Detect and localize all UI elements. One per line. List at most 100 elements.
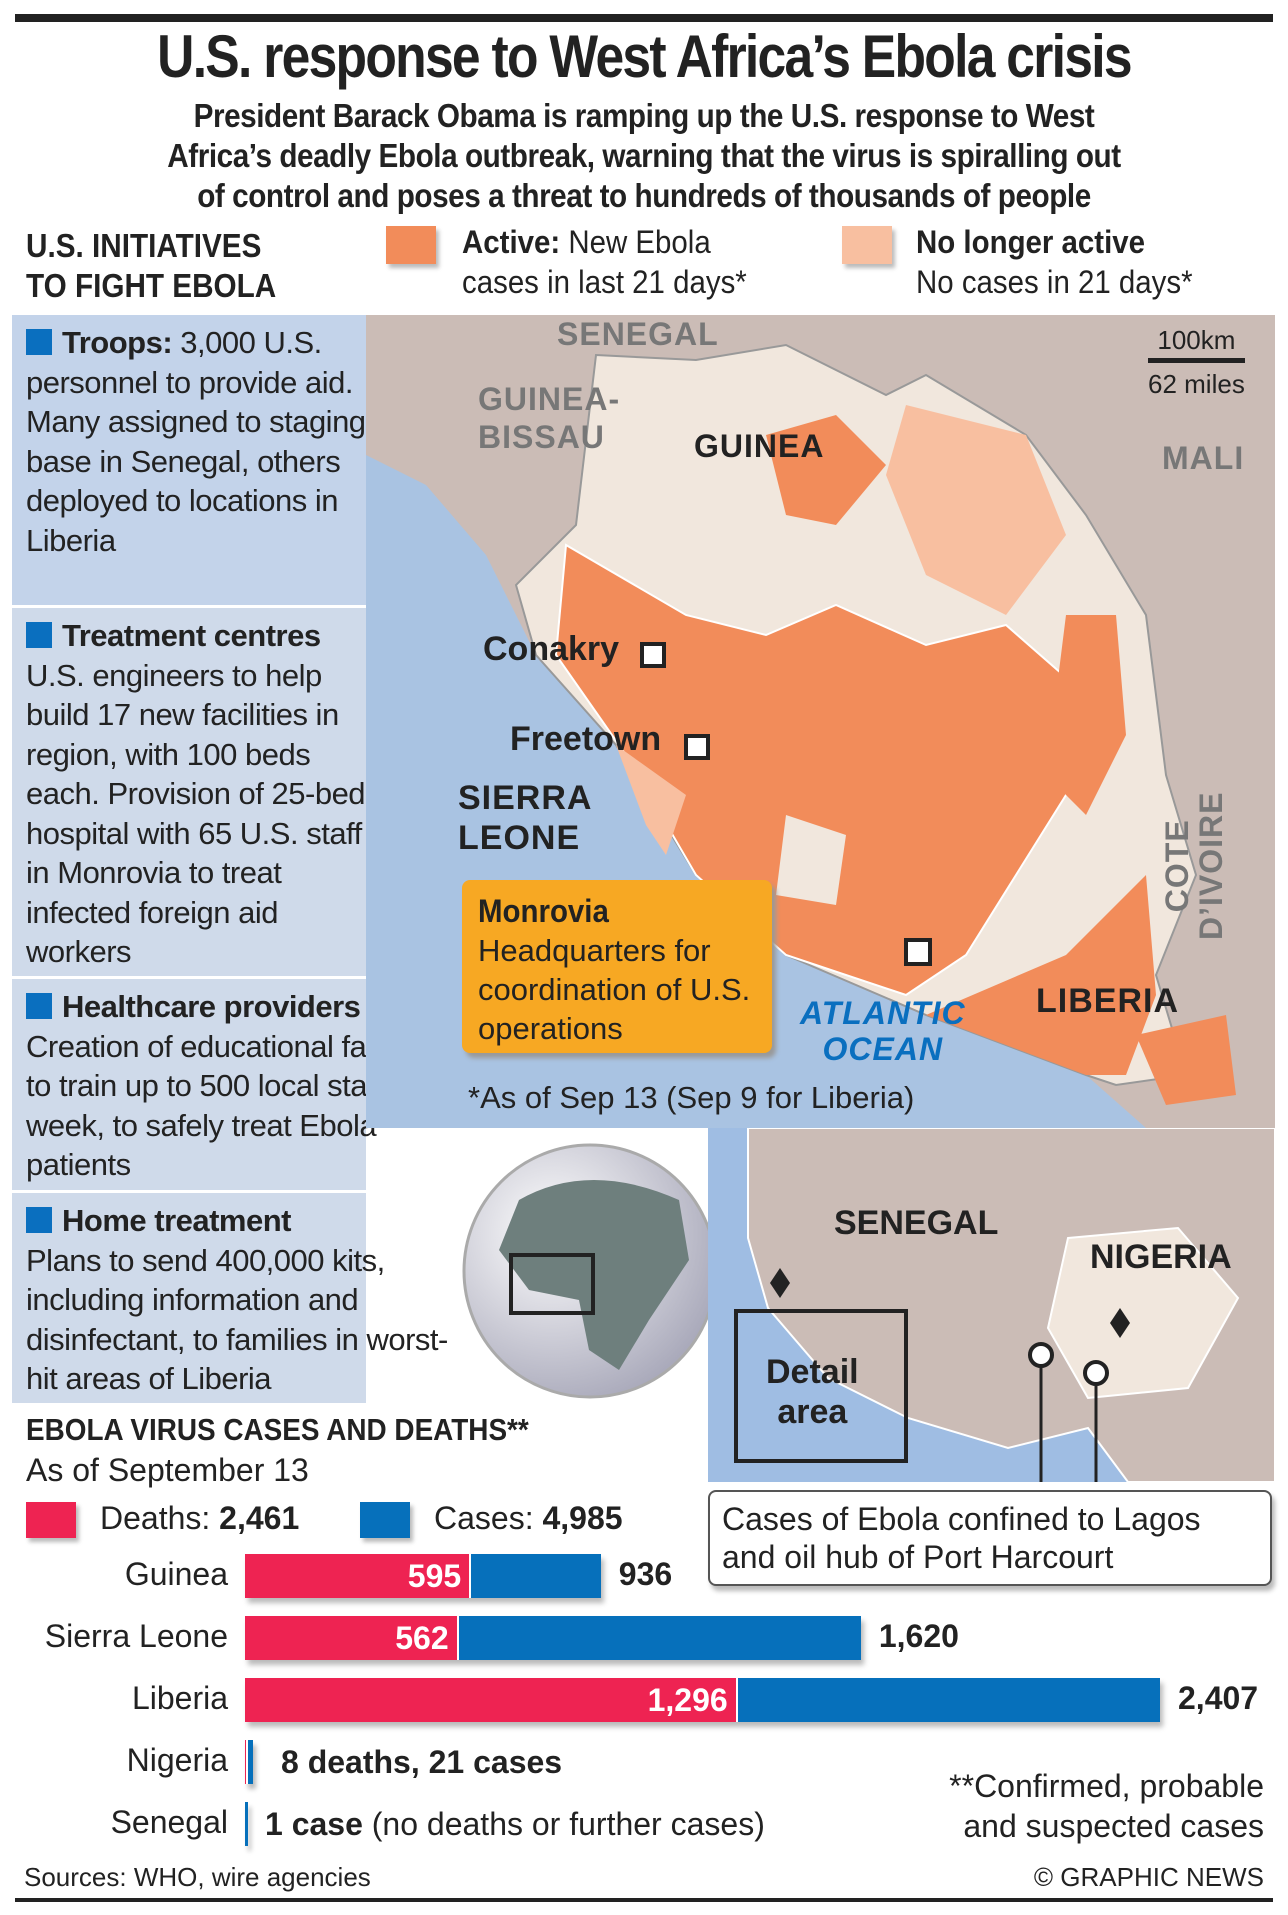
cases-bar <box>245 1616 861 1660</box>
deaths-bar <box>245 1616 459 1660</box>
legend-bold: No longer active <box>916 224 1146 260</box>
cases-bar <box>245 1740 253 1784</box>
senegal-value: 1 case (no deaths or further cases) <box>265 1806 765 1843</box>
cases-bar <box>245 1678 1160 1722</box>
bullet-icon <box>26 329 52 355</box>
cases-bar <box>245 1554 601 1598</box>
legend-swatch-inactive <box>842 226 892 264</box>
deaths-bar <box>245 1678 738 1722</box>
heading-line: U.S. INITIATIVES <box>26 227 262 264</box>
footnote-line: **Confirmed, probable <box>949 1768 1264 1804</box>
label-senegal: SENEGAL <box>557 316 719 352</box>
top-rule <box>15 14 1273 22</box>
initiative-treatment: Treatment centres U.S. engineers to help … <box>12 605 366 976</box>
senegal-rest: (no deaths or further cases) <box>362 1806 765 1842</box>
cases-value: 2,407 <box>1178 1680 1259 1716</box>
deaths-bar <box>245 1740 249 1784</box>
subtitle-line: of control and poses a threat to hundred… <box>197 177 1091 214</box>
label-mali: MALI <box>1162 440 1245 476</box>
legend-active: Active: New Ebola cases in last 21 days* <box>462 222 747 302</box>
inset-label-nigeria: NIGERIA <box>1090 1238 1232 1276</box>
bottom-rule <box>15 1898 1273 1902</box>
category-label: Senegal <box>110 1804 228 1840</box>
inactive-region <box>616 745 686 855</box>
deaths-value: 595 <box>407 1558 462 1594</box>
active-region <box>926 875 1156 1075</box>
cases-bar <box>245 1802 248 1846</box>
legend-inactive: No longer active No cases in 21 days* <box>916 222 1193 302</box>
label-conakry: Conakry <box>483 630 620 668</box>
legend-cases: Cases: 4,985 <box>434 1500 623 1537</box>
chart-subtitle: As of September 13 <box>26 1452 309 1488</box>
initiative-heading: Treatment centres <box>62 618 321 653</box>
label-cote-divoire: COTE D’IVOIRE <box>1159 791 1229 940</box>
chart-title: EBOLA VIRUS CASES AND DEATHS** <box>26 1412 529 1447</box>
monrovia-callout: Monrovia Headquarters for coordination of… <box>462 880 772 1053</box>
initiative-heading: Healthcare providers <box>62 989 361 1024</box>
nigeria-note: Cases of Ebola confined to Lagos and oil… <box>708 1490 1272 1586</box>
category-label: Liberia <box>131 1680 228 1716</box>
initiative-troops: Troops: 3,000 U.S. personnel to provide … <box>12 315 366 605</box>
legend-name: Deaths: <box>100 1500 211 1536</box>
scale-bar: 100km 62 miles <box>1148 325 1245 400</box>
callout-text: Headquarters for coordination of U.S. op… <box>478 933 751 1046</box>
initiative-text: U.S. engineers to help build 17 new faci… <box>26 657 366 970</box>
active-region <box>1136 1015 1236 1105</box>
legend-swatch-deaths <box>26 1502 76 1538</box>
map-footnote: *As of Sep 13 (Sep 9 for Liberia) <box>468 1080 915 1115</box>
label-guinea-bissau: GUINEA- BISSAU <box>478 380 620 456</box>
legend-name: Cases: <box>434 1500 534 1536</box>
page-title: U.S. response to West Africa’s Ebola cri… <box>157 23 1132 90</box>
legend-total: 2,461 <box>219 1500 300 1536</box>
inset-label-senegal: SENEGAL <box>834 1204 999 1242</box>
legend-bold: Active: <box>462 224 561 260</box>
heading-line: TO FIGHT EBOLA <box>26 267 277 304</box>
legend-total: 4,985 <box>542 1500 623 1536</box>
bullet-icon <box>26 1207 52 1233</box>
inset-map <box>708 1128 1275 1482</box>
label-line: OCEAN <box>822 1031 944 1067</box>
label-line: Detail <box>766 1353 859 1391</box>
legend-swatch-cases <box>360 1502 410 1538</box>
callout-title: Monrovia <box>478 893 609 929</box>
initiative-healthcare: Healthcare providers Creation of educatio… <box>12 976 452 1190</box>
initiative-heading: Home treatment <box>62 1203 292 1238</box>
legend-text: cases in last 21 days* <box>462 264 747 300</box>
cases-value: 936 <box>618 1556 673 1592</box>
initiative-text: 3,000 U.S. personnel to provide aid. Man… <box>26 325 366 558</box>
bullet-icon <box>26 993 52 1019</box>
initiative-home: Home treatment Plans to send 400,000 kits… <box>12 1190 472 1403</box>
cases-value: 1,620 <box>878 1618 959 1654</box>
deaths-value: 562 <box>395 1620 449 1656</box>
scale-line <box>1148 358 1245 363</box>
city-marker-icon <box>684 734 710 760</box>
label-liberia: LIBERIA <box>1036 982 1179 1020</box>
credit: © GRAPHIC NEWS <box>1033 1862 1264 1892</box>
city-marker-icon <box>904 938 932 966</box>
inset-detail-area: Detail area <box>766 1352 859 1432</box>
label-line: BISSAU <box>478 419 605 455</box>
active-region <box>766 415 886 525</box>
subtitle-line: President Barack Obama is ramping up the… <box>193 97 1095 134</box>
label-line: COTE <box>1159 819 1195 913</box>
senegal-bold: 1 case <box>265 1806 363 1842</box>
legend-deaths: Deaths: 2,461 <box>100 1500 299 1537</box>
initiative-text: Plans to send 400,000 kits, including in… <box>26 1242 448 1397</box>
nigeria-value: 8 deaths, 21 cases <box>281 1744 563 1780</box>
label-line: D’IVOIRE <box>1193 791 1229 940</box>
label-ocean: ATLANTIC OCEAN <box>800 995 966 1067</box>
inactive-region <box>886 405 1066 615</box>
label-guinea: GUINEA <box>694 428 825 464</box>
label-line: LEONE <box>458 819 581 857</box>
initiative-heading: Troops: <box>62 325 173 360</box>
deaths-bar <box>245 1554 472 1598</box>
subtitle: President Barack Obama is ramping up the… <box>64 96 1223 216</box>
legend-text: New Ebola <box>560 224 711 260</box>
scale-km: 100km <box>1157 325 1236 355</box>
globe-icon <box>462 1143 718 1399</box>
label-freetown: Freetown <box>510 720 662 758</box>
deaths-value: 1,296 <box>647 1682 728 1718</box>
legend-text: No cases in 21 days* <box>916 264 1193 300</box>
footnote-line: and suspected cases <box>963 1808 1264 1844</box>
bullet-icon <box>26 622 52 648</box>
